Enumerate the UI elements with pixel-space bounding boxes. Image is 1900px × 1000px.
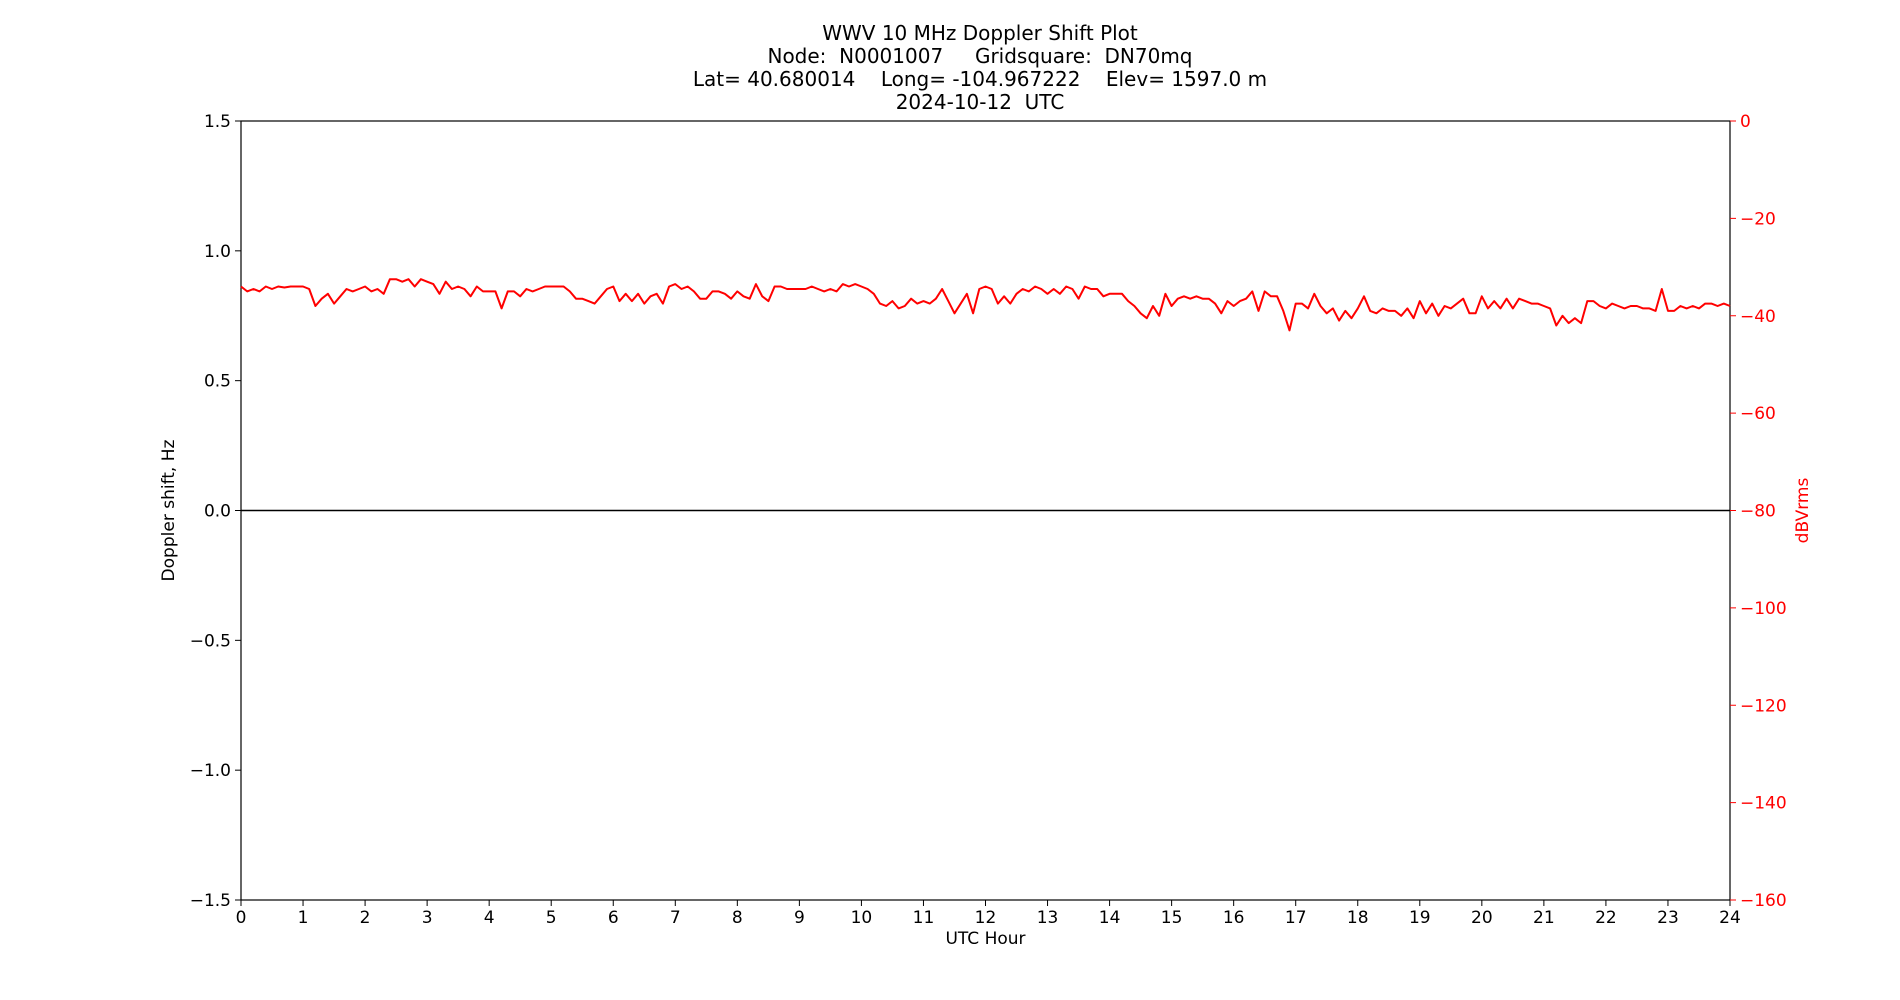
y-axis-label: Doppler shift, Hz [159,439,179,581]
title-line-3: Lat= 40.680014 Long= -104.967222 Elev= 1… [692,67,1268,91]
y2-tick-label: −20 [1740,209,1776,229]
x-tick-label: 24 [1719,908,1741,928]
x-tick-label: 0 [236,908,247,928]
x-tick-label: 20 [1471,908,1493,928]
x-tick-label: 6 [608,908,619,928]
x-tick-label: 1 [298,908,309,928]
x-tick-label: 3 [422,908,433,928]
y-axis-right: 0 −20 −40 −60 −80 −100 −120 −140 −160 [1730,112,1787,911]
x-tick-label: 7 [670,908,681,928]
x-tick-label: 16 [1223,908,1245,928]
y-tick-label: 0.0 [204,502,231,522]
x-axis: 0 1 2 3 4 5 6 7 8 9 10 11 12 13 14 15 16 17 18 19 20 21 22 23 24 [236,900,1741,928]
x-tick-label: 17 [1285,908,1307,928]
x-tick-label: 21 [1533,908,1555,928]
x-tick-label: 15 [1161,908,1183,928]
y2-axis-label: dBVrms [1793,478,1813,544]
y2-tick-label: −120 [1740,696,1787,716]
title-line-1: WWV 10 MHz Doppler Shift Plot [822,21,1138,45]
y-tick-label: −1.0 [190,761,231,781]
y2-tick-label: −80 [1740,502,1776,522]
y2-tick-label: −160 [1740,891,1787,911]
x-tick-label: 8 [732,908,743,928]
y-tick-label: 1.0 [204,242,231,262]
x-tick-label: 9 [794,908,805,928]
x-tick-label: 18 [1347,908,1369,928]
y2-tick-label: −140 [1740,794,1787,814]
series-layer [240,278,1731,512]
x-tick-label: 23 [1657,908,1679,928]
x-tick-label: 14 [1099,908,1121,928]
x-axis-label: UTC Hour [945,929,1025,949]
y-axis-left: 1.5 1.0 0.5 0.0 −0.5 −1.0 −1.5 [190,112,241,911]
y2-tick-label: −60 [1740,404,1776,424]
x-tick-label: 2 [360,908,371,928]
title-line-4: 2024-10-12 UTC [895,90,1065,114]
y2-tick-label: −100 [1740,599,1787,619]
y2-tick-label: −40 [1740,307,1776,327]
x-tick-label: 19 [1409,908,1431,928]
y-tick-label: −0.5 [190,631,231,651]
y2-tick-label: 0 [1740,112,1751,132]
x-tick-label: 11 [913,908,935,928]
x-tick-label: 12 [975,908,997,928]
x-tick-label: 5 [546,908,557,928]
x-tick-label: 22 [1595,908,1617,928]
title-line-2: Node: N0001007 Gridsquare: DN70mq [767,44,1193,68]
x-tick-label: 13 [1037,908,1059,928]
y-tick-label: −1.5 [190,891,231,911]
x-tick-label: 10 [851,908,873,928]
signal-level-series [240,278,1731,332]
y-tick-label: 0.5 [204,372,231,392]
x-tick-label: 4 [484,908,495,928]
y-tick-label: 1.5 [204,112,231,132]
chart-title: WWV 10 MHz Doppler Shift Plot Node: N000… [0,22,1900,114]
